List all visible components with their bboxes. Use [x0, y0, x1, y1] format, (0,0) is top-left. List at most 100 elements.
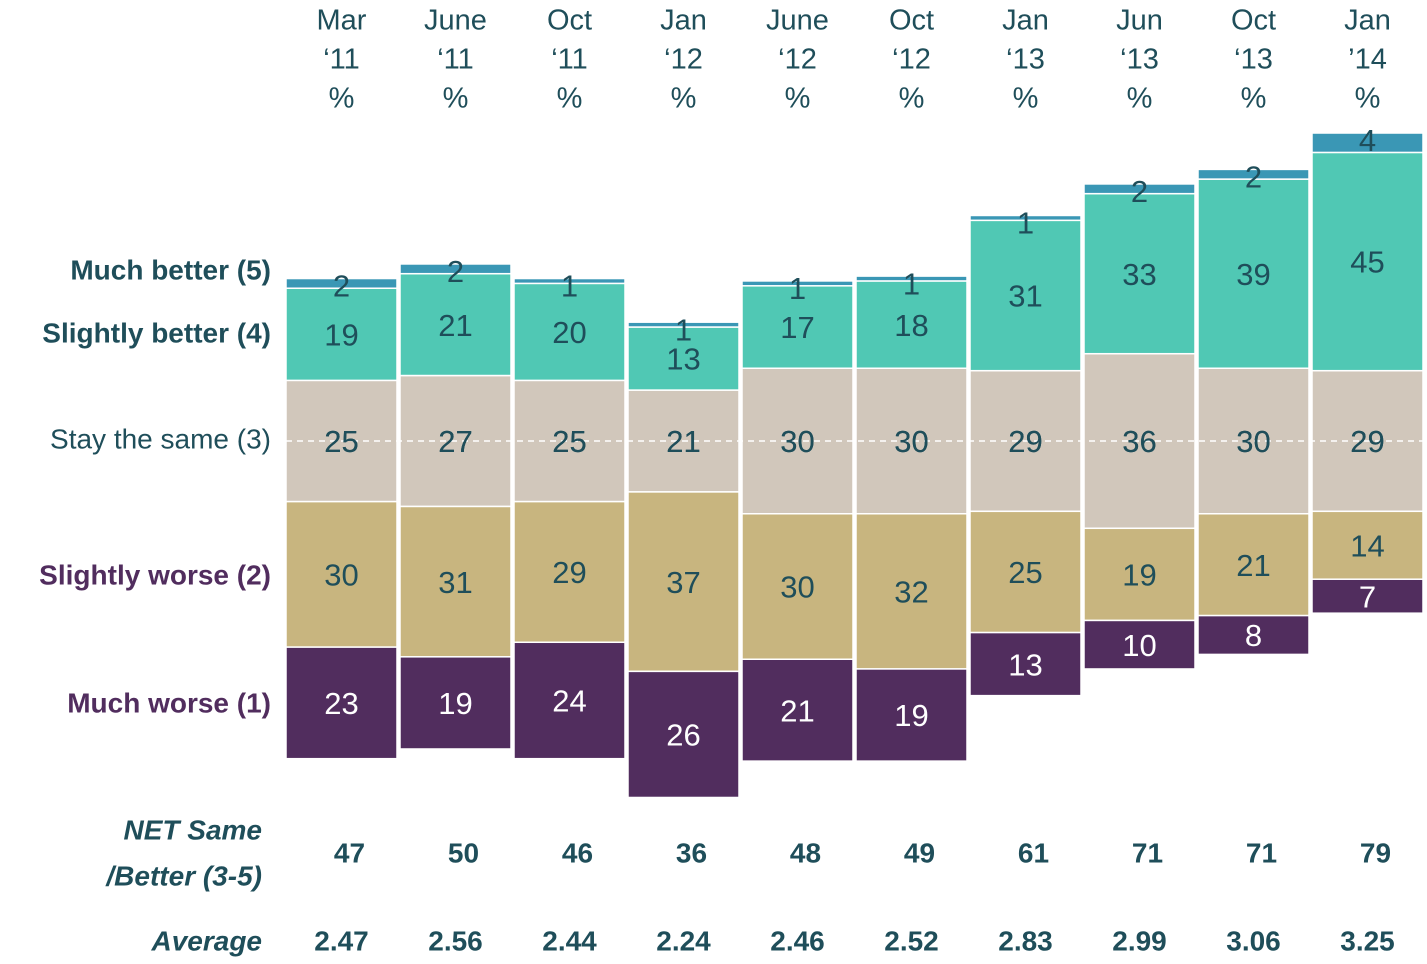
- column-header: ‘11: [551, 44, 588, 76]
- row-value: 2.52: [884, 925, 939, 956]
- data-label: 26: [666, 718, 700, 753]
- column-unit: %: [1241, 83, 1267, 115]
- column-header: ‘12: [778, 44, 817, 76]
- column-unit: %: [557, 83, 583, 115]
- row-label: Average: [150, 925, 262, 956]
- bar-segment: [627, 491, 740, 673]
- bar-segment: [855, 668, 968, 762]
- row-value: 46: [562, 837, 593, 868]
- bar-segment: [285, 646, 398, 760]
- data-label: 1: [675, 312, 692, 347]
- column-unit: %: [1127, 83, 1153, 115]
- bar-segment: [399, 656, 512, 750]
- data-label: 30: [894, 424, 928, 459]
- bar-segment: [399, 263, 512, 275]
- data-label: 18: [894, 308, 928, 343]
- row-value: 2.46: [770, 925, 825, 956]
- column-header: ‘12: [664, 44, 703, 76]
- row-value: 3.25: [1340, 925, 1395, 956]
- column-header: Oct: [889, 5, 934, 37]
- bar-segment: [1197, 614, 1310, 656]
- row-label: /Better (3-5): [104, 860, 262, 891]
- column-unit: %: [671, 83, 697, 115]
- column-header: ’14: [1348, 44, 1387, 76]
- data-label: 29: [552, 555, 586, 590]
- data-label: 36: [1122, 424, 1156, 459]
- column-unit: %: [1355, 83, 1381, 115]
- bar-segment: [399, 272, 512, 377]
- data-label: 30: [780, 570, 814, 605]
- row-value: 47: [334, 837, 365, 868]
- column-header: ‘11: [323, 44, 360, 76]
- column-unit: %: [785, 83, 811, 115]
- data-label: 7: [1359, 579, 1376, 614]
- bar-segment: [1083, 192, 1196, 355]
- data-label: 1: [1017, 206, 1034, 241]
- data-label: 30: [324, 558, 358, 593]
- data-label: 13: [1008, 647, 1042, 682]
- row-label: NET Same: [124, 814, 263, 845]
- column-header: Jan: [1344, 5, 1391, 37]
- data-label: 19: [894, 698, 928, 733]
- row-value: 48: [790, 837, 821, 868]
- series-label: Slightly better (4): [42, 317, 271, 348]
- bar-segment: [1197, 513, 1310, 617]
- column-unit: %: [899, 83, 925, 115]
- data-label: 19: [324, 317, 358, 352]
- row-value: 2.24: [656, 925, 711, 956]
- data-label: 14: [1350, 528, 1384, 563]
- data-label: 31: [1008, 279, 1042, 314]
- column-header: ‘13: [1006, 44, 1045, 76]
- data-label: 25: [552, 424, 586, 459]
- bar-segment: [513, 500, 626, 644]
- bar-segment: [855, 280, 968, 370]
- row-value: 2.56: [428, 925, 483, 956]
- data-label: 1: [561, 269, 578, 304]
- data-label: 1: [903, 266, 920, 301]
- bar-segment: [1083, 183, 1196, 195]
- data-label: 33: [1122, 257, 1156, 292]
- data-label: 30: [780, 424, 814, 459]
- column-unit: %: [443, 83, 469, 115]
- row-value: 3.06: [1226, 925, 1281, 956]
- data-label: 30: [1236, 424, 1270, 459]
- data-label: 45: [1350, 245, 1384, 280]
- data-label: 17: [780, 310, 814, 345]
- bar-segment: [513, 277, 626, 285]
- data-label: 19: [1122, 558, 1156, 593]
- data-label: 23: [324, 686, 358, 721]
- bar-segment: [285, 287, 398, 382]
- bar-segment: [1197, 178, 1310, 369]
- bar-segment: [627, 670, 740, 799]
- data-label: 20: [552, 315, 586, 350]
- column-header: ‘13: [1120, 44, 1159, 76]
- column-unit: %: [1013, 83, 1039, 115]
- column-header: June: [766, 5, 829, 37]
- row-value: 2.47: [314, 925, 369, 956]
- data-label: 39: [1236, 257, 1270, 292]
- bar-segment: [969, 219, 1082, 372]
- bar-segment: [1311, 151, 1424, 372]
- column-header: ‘13: [1234, 44, 1273, 76]
- data-label: 30: [894, 424, 928, 459]
- series-label: Much worse (1): [67, 687, 271, 718]
- data-label: 13: [666, 342, 700, 377]
- row-value: 2.83: [998, 925, 1053, 956]
- column-header: June: [424, 5, 487, 37]
- row-value: 36: [676, 837, 707, 868]
- bar-segment: [855, 513, 968, 670]
- data-label: 21: [666, 424, 700, 459]
- column-header: Jan: [1002, 5, 1049, 37]
- data-label: 24: [552, 684, 586, 719]
- data-label: 2: [1245, 160, 1262, 195]
- data-label: 2: [447, 254, 464, 289]
- series-label: Stay the same (3): [50, 423, 271, 454]
- bar-segment: [1083, 619, 1196, 670]
- bar-segment: [1311, 510, 1424, 580]
- bar-segment: [1311, 578, 1424, 614]
- data-label: 36: [1122, 424, 1156, 459]
- bar-segment: [513, 641, 626, 760]
- bar-segment: [285, 500, 398, 648]
- bar-segment: [969, 631, 1082, 697]
